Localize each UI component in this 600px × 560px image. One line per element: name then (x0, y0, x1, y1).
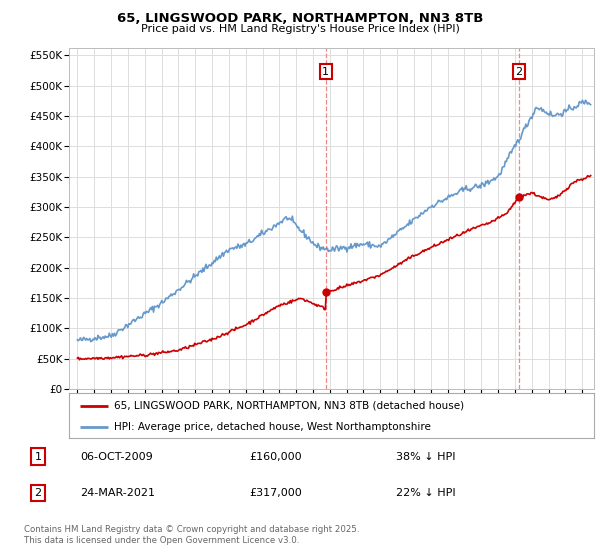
Text: 24-MAR-2021: 24-MAR-2021 (80, 488, 155, 498)
Text: 1: 1 (35, 451, 41, 461)
Text: HPI: Average price, detached house, West Northamptonshire: HPI: Average price, detached house, West… (113, 422, 431, 432)
Text: Price paid vs. HM Land Registry's House Price Index (HPI): Price paid vs. HM Land Registry's House … (140, 24, 460, 34)
Text: 2: 2 (35, 488, 41, 498)
Text: £317,000: £317,000 (250, 488, 302, 498)
Text: 2: 2 (515, 67, 523, 77)
Text: 65, LINGSWOOD PARK, NORTHAMPTON, NN3 8TB (detached house): 65, LINGSWOOD PARK, NORTHAMPTON, NN3 8TB… (113, 400, 464, 410)
Text: 1: 1 (322, 67, 329, 77)
Text: £160,000: £160,000 (250, 451, 302, 461)
Text: 22% ↓ HPI: 22% ↓ HPI (396, 488, 456, 498)
Text: Contains HM Land Registry data © Crown copyright and database right 2025.
This d: Contains HM Land Registry data © Crown c… (24, 525, 359, 545)
Text: 38% ↓ HPI: 38% ↓ HPI (396, 451, 456, 461)
Text: 06-OCT-2009: 06-OCT-2009 (80, 451, 153, 461)
Text: 65, LINGSWOOD PARK, NORTHAMPTON, NN3 8TB: 65, LINGSWOOD PARK, NORTHAMPTON, NN3 8TB (117, 12, 483, 25)
